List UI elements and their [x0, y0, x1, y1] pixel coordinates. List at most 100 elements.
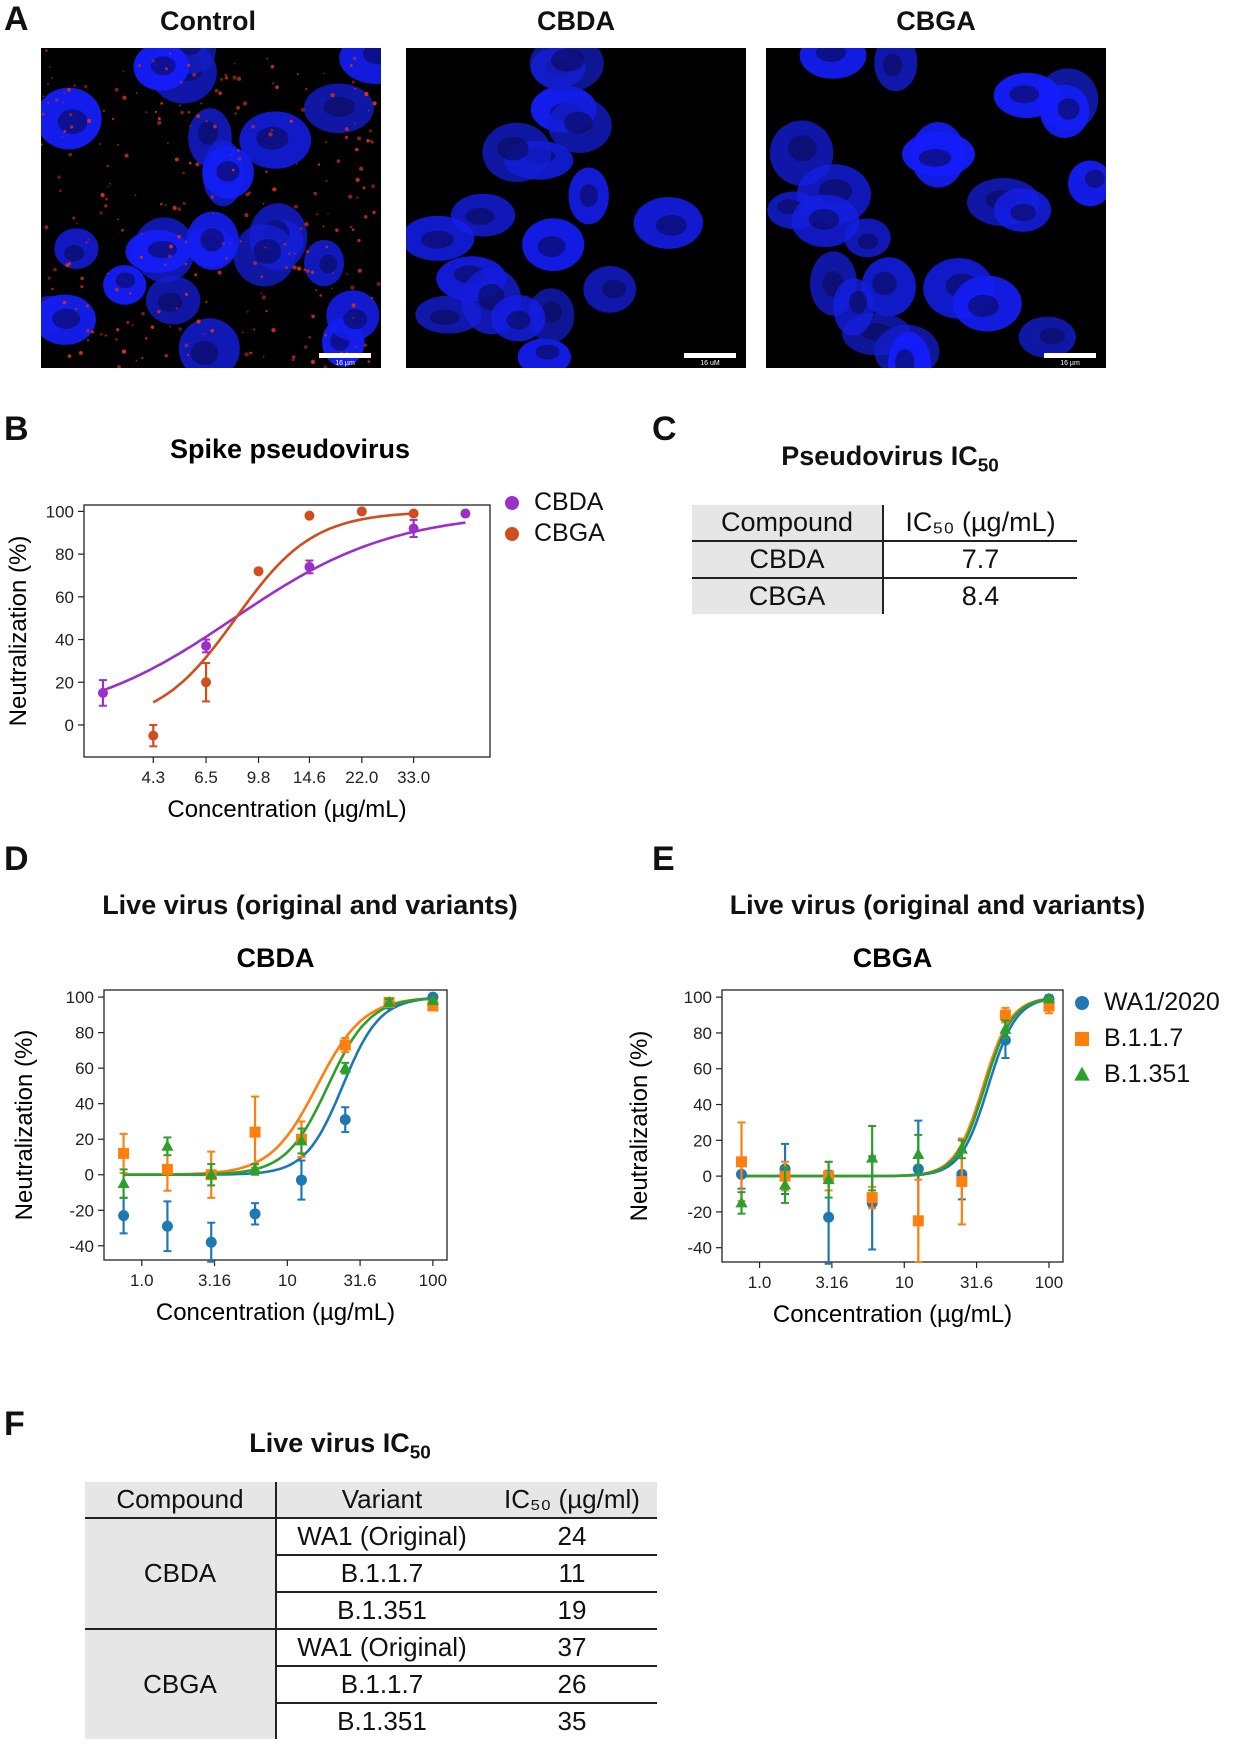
y-tick-label: -40 — [69, 1237, 94, 1256]
red-signal-dot — [291, 358, 295, 362]
red-signal-dot — [324, 141, 328, 144]
red-signal-dot — [351, 80, 355, 84]
data-point — [339, 1114, 351, 1126]
data-point — [427, 1000, 439, 1012]
legend-label: B.1.351 — [1104, 1060, 1190, 1088]
red-signal-dot — [72, 216, 76, 220]
red-signal-dot — [303, 345, 308, 349]
red-signal-dot — [44, 225, 49, 230]
red-signal-dot — [237, 149, 240, 152]
cell-ic50: 11 — [487, 1555, 657, 1593]
red-signal-dot — [69, 112, 73, 117]
red-signal-dot — [144, 337, 148, 340]
panel-a-control-title: Control — [160, 6, 256, 36]
legend-label: CBDA — [534, 488, 604, 516]
red-signal-dot — [154, 110, 158, 114]
red-signal-dot — [224, 74, 227, 77]
red-signal-dot — [90, 330, 94, 334]
red-signal-dot — [363, 214, 368, 219]
red-signal-dot — [323, 365, 327, 368]
nucleolus — [200, 227, 224, 252]
title-subscript: 50 — [409, 1442, 431, 1464]
red-signal-dot — [233, 62, 236, 65]
y-tick-label: 60 — [55, 588, 74, 607]
red-signal-dot — [200, 102, 203, 105]
red-signal-dot — [363, 343, 367, 347]
red-signal-dot — [224, 257, 229, 261]
cell-variant: B.1.1.7 — [276, 1555, 487, 1593]
nucleolus — [564, 111, 593, 134]
red-signal-dot — [366, 139, 370, 143]
red-signal-dot — [115, 338, 118, 341]
red-signal-dot — [224, 76, 229, 80]
y-tick-label: -40 — [687, 1239, 712, 1258]
data-point — [117, 1177, 130, 1189]
nucleolus — [115, 272, 136, 289]
red-signal-dot — [262, 355, 265, 358]
red-signal-dot — [362, 186, 366, 190]
table-row: B.1.351 35 — [85, 1703, 657, 1739]
x-axis-label: Concentration (µg/mL) — [167, 796, 406, 823]
y-axis-label: Neutralization (%) — [626, 1031, 653, 1222]
data-point — [735, 1156, 747, 1168]
red-signal-dot — [134, 194, 137, 197]
cell-ic50: 19 — [487, 1592, 657, 1630]
red-signal-dot — [121, 228, 125, 232]
red-signal-dot — [87, 238, 90, 241]
red-signal-dot — [357, 238, 361, 243]
red-signal-dot — [104, 204, 108, 208]
fit-curve-cbda — [102, 521, 466, 692]
x-tick-label: 10 — [895, 1273, 914, 1292]
red-signal-dot — [264, 246, 267, 249]
red-signal-dot — [293, 204, 298, 209]
red-signal-dot — [242, 101, 248, 106]
data-point — [205, 1168, 218, 1180]
x-tick-label: 31.6 — [344, 1271, 377, 1290]
red-signal-dot — [51, 287, 54, 291]
red-signal-dot — [157, 310, 161, 314]
panel-e-label: E — [652, 840, 675, 878]
red-signal-dot — [107, 185, 110, 188]
legend-label: B.1.1.7 — [1104, 1024, 1183, 1052]
red-signal-dot — [47, 276, 51, 280]
scale-bar-label: 16 µm — [1060, 360, 1080, 367]
cell-compound: CBDA — [692, 541, 884, 579]
panel-b-label: B — [4, 410, 29, 448]
nucleolus — [815, 48, 846, 62]
red-signal-dot — [272, 187, 277, 192]
y-tick-label: 80 — [55, 545, 74, 564]
y-tick-label: -20 — [69, 1201, 94, 1220]
data-point — [201, 640, 212, 651]
red-signal-dot — [247, 191, 252, 195]
data-point — [866, 1151, 879, 1163]
red-signal-dot — [187, 63, 191, 67]
red-signal-dot — [349, 64, 353, 67]
panel-f-label: F — [4, 1405, 25, 1443]
table-row: CBGA WA1 (Original) 37 — [85, 1629, 657, 1739]
red-signal-dot — [218, 91, 222, 95]
cell-compound: CBGA — [692, 578, 884, 614]
red-signal-dot — [104, 197, 109, 201]
x-tick-label: 3.16 — [198, 1271, 231, 1290]
nucleolus — [872, 271, 897, 296]
red-signal-dot — [244, 352, 249, 357]
panel-a-cbda-title: CBDA — [537, 6, 615, 36]
data-point — [249, 1126, 261, 1138]
red-signal-dot — [275, 85, 279, 90]
red-signal-dot — [291, 355, 296, 359]
red-signal-dot — [122, 95, 127, 100]
nucleolus — [429, 309, 460, 325]
table-row: B.1.1.7 26 — [85, 1666, 657, 1704]
red-signal-dot — [145, 111, 148, 114]
live-virus-ic50-title: Live virus IC50 — [140, 1428, 540, 1464]
red-signal-dot — [177, 234, 181, 239]
red-signal-dot — [205, 300, 208, 304]
red-signal-dot — [168, 244, 174, 249]
data-point — [912, 1215, 924, 1227]
nucleolus — [551, 48, 585, 72]
red-signal-dot — [319, 294, 322, 297]
data-point — [253, 566, 264, 577]
red-signal-dot — [265, 170, 268, 173]
nucleolus — [1084, 169, 1105, 188]
data-point — [205, 1236, 217, 1248]
